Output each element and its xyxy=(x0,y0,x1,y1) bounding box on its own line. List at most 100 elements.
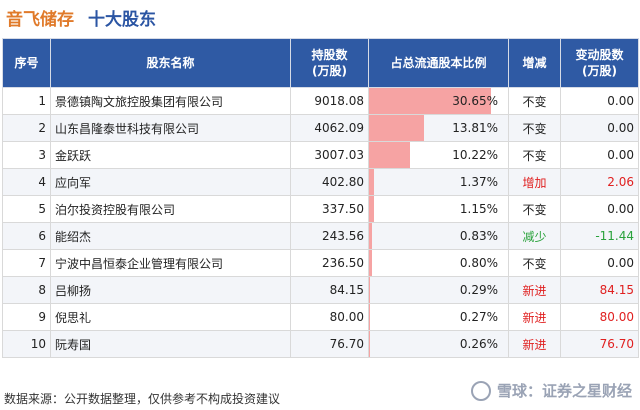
ratio-bar xyxy=(369,115,424,141)
ratio-bar xyxy=(369,169,375,195)
row-change: 0.00 xyxy=(560,141,639,169)
row-holder-name: 能绍杰 xyxy=(50,222,291,250)
row-change-type: 增加 xyxy=(508,168,561,196)
row-ratio-cell: 1.37% xyxy=(368,168,509,196)
row-ratio: 0.26% xyxy=(459,337,498,351)
snowball-icon xyxy=(470,380,491,401)
row-holder-name: 应向军 xyxy=(50,168,291,196)
row-change: 76.70 xyxy=(560,330,639,358)
row-ratio-cell: 0.83% xyxy=(368,222,509,250)
row-shares: 236.50 xyxy=(290,249,369,277)
table-row: 4 应向军 402.80 1.37% 增加 2.06 xyxy=(2,168,639,196)
company-title: 音飞储存 xyxy=(6,9,74,30)
row-ratio-cell: 13.81% xyxy=(368,114,509,142)
table-row: 7 宁波中昌恒泰企业管理有限公司 236.50 0.80% 不变 0.00 xyxy=(2,249,639,277)
title-bar: 音飞储存 十大股东 xyxy=(6,4,156,30)
row-rank: 8 xyxy=(2,276,51,304)
row-change-type: 新进 xyxy=(508,276,561,304)
row-holder-name: 阮寿国 xyxy=(50,330,291,358)
row-change-type: 不变 xyxy=(508,141,561,169)
row-rank: 10 xyxy=(2,330,51,358)
row-ratio: 0.29% xyxy=(459,283,498,297)
row-rank: 4 xyxy=(2,168,51,196)
row-rank: 6 xyxy=(2,222,51,250)
brand-text: 雪球：证券之星财经 xyxy=(496,382,632,400)
row-ratio: 13.81% xyxy=(452,121,498,135)
row-ratio: 0.83% xyxy=(459,229,498,243)
row-shares: 84.15 xyxy=(290,276,369,304)
row-change-type: 不变 xyxy=(508,114,561,142)
data-source-note: 数据来源：公开数据整理，仅供参考不构成投资建议 xyxy=(4,392,281,406)
header-name: 股东名称 xyxy=(50,38,291,88)
row-ratio-cell: 1.15% xyxy=(368,195,509,223)
row-change-type: 新进 xyxy=(508,330,561,358)
row-change-type: 不变 xyxy=(508,87,561,115)
row-change: 0.00 xyxy=(560,249,639,277)
row-shares: 4062.09 xyxy=(290,114,369,142)
ratio-bar xyxy=(369,196,374,222)
row-holder-name: 金跃跃 xyxy=(50,141,291,169)
row-shares: 76.70 xyxy=(290,330,369,358)
row-change: 0.00 xyxy=(560,195,639,223)
table-row: 9 倪思礼 80.00 0.27% 新进 80.00 xyxy=(2,303,639,331)
row-rank: 7 xyxy=(2,249,51,277)
row-ratio-cell: 10.22% xyxy=(368,141,509,169)
row-ratio: 0.80% xyxy=(459,256,498,270)
ratio-bar xyxy=(369,250,373,276)
table-header-row: 序号 股东名称 持股数 (万股) 占总流通股本比例 增减 变动股数 (万股) xyxy=(2,38,639,88)
header-shares: 持股数 (万股) xyxy=(290,38,369,88)
table-row: 3 金跃跃 3007.03 10.22% 不变 0.00 xyxy=(2,141,639,169)
table-body: 1 景德镇陶文旅控股集团有限公司 9018.08 30.65% 不变 0.00 2 山东昌隆泰… xyxy=(2,87,639,358)
row-holder-name: 倪思礼 xyxy=(50,303,291,331)
row-change: -11.44 xyxy=(560,222,639,250)
table-row: 5 泊尔投资控股有限公司 337.50 1.15% 不变 0.00 xyxy=(2,195,639,223)
row-holder-name: 泊尔投资控股有限公司 xyxy=(50,195,291,223)
row-change: 0.00 xyxy=(560,87,639,115)
shareholder-table: 序号 股东名称 持股数 (万股) 占总流通股本比例 增减 变动股数 (万股) 1… xyxy=(2,38,639,358)
row-change-type: 减少 xyxy=(508,222,561,250)
row-change-type: 新进 xyxy=(508,303,561,331)
row-holder-name: 吕柳扬 xyxy=(50,276,291,304)
row-rank: 1 xyxy=(2,87,51,115)
ratio-bar xyxy=(369,277,371,303)
row-shares: 243.56 xyxy=(290,222,369,250)
table-row: 8 吕柳扬 84.15 0.29% 新进 84.15 xyxy=(2,276,639,304)
header-rank: 序号 xyxy=(2,38,51,88)
row-change: 84.15 xyxy=(560,276,639,304)
row-change: 2.06 xyxy=(560,168,639,196)
row-change-type: 不变 xyxy=(508,249,561,277)
header-change: 变动股数 (万股) xyxy=(560,38,639,88)
ratio-bar xyxy=(369,331,371,357)
row-ratio: 30.65% xyxy=(452,94,498,108)
table-row: 6 能绍杰 243.56 0.83% 减少 -11.44 xyxy=(2,222,639,250)
row-shares: 3007.03 xyxy=(290,141,369,169)
table-row: 1 景德镇陶文旅控股集团有限公司 9018.08 30.65% 不变 0.00 xyxy=(2,87,639,115)
row-ratio: 0.27% xyxy=(459,310,498,324)
row-rank: 2 xyxy=(2,114,51,142)
row-holder-name: 山东昌隆泰世科技有限公司 xyxy=(50,114,291,142)
row-rank: 5 xyxy=(2,195,51,223)
row-ratio: 10.22% xyxy=(452,148,498,162)
row-change: 80.00 xyxy=(560,303,639,331)
row-ratio: 1.15% xyxy=(459,202,498,216)
row-shares: 80.00 xyxy=(290,303,369,331)
row-holder-name: 宁波中昌恒泰企业管理有限公司 xyxy=(50,249,291,277)
header-ratio: 占总流通股本比例 xyxy=(368,38,509,88)
row-change-type: 不变 xyxy=(508,195,561,223)
row-rank: 9 xyxy=(2,303,51,331)
row-rank: 3 xyxy=(2,141,51,169)
row-ratio-cell: 30.65% xyxy=(368,87,509,115)
ratio-bar xyxy=(369,304,371,330)
row-ratio-cell: 0.27% xyxy=(368,303,509,331)
row-ratio-cell: 0.26% xyxy=(368,330,509,358)
row-shares: 337.50 xyxy=(290,195,369,223)
ratio-bar xyxy=(369,142,410,168)
table-row: 10 阮寿国 76.70 0.26% 新进 76.70 xyxy=(2,330,639,358)
row-shares: 9018.08 xyxy=(290,87,369,115)
section-title: 十大股东 xyxy=(88,9,156,30)
row-ratio-cell: 0.29% xyxy=(368,276,509,304)
row-ratio-cell: 0.80% xyxy=(368,249,509,277)
brand-watermark: 雪球：证券之星财经 xyxy=(470,380,632,401)
ratio-bar xyxy=(369,223,373,249)
table-row: 2 山东昌隆泰世科技有限公司 4062.09 13.81% 不变 0.00 xyxy=(2,114,639,142)
